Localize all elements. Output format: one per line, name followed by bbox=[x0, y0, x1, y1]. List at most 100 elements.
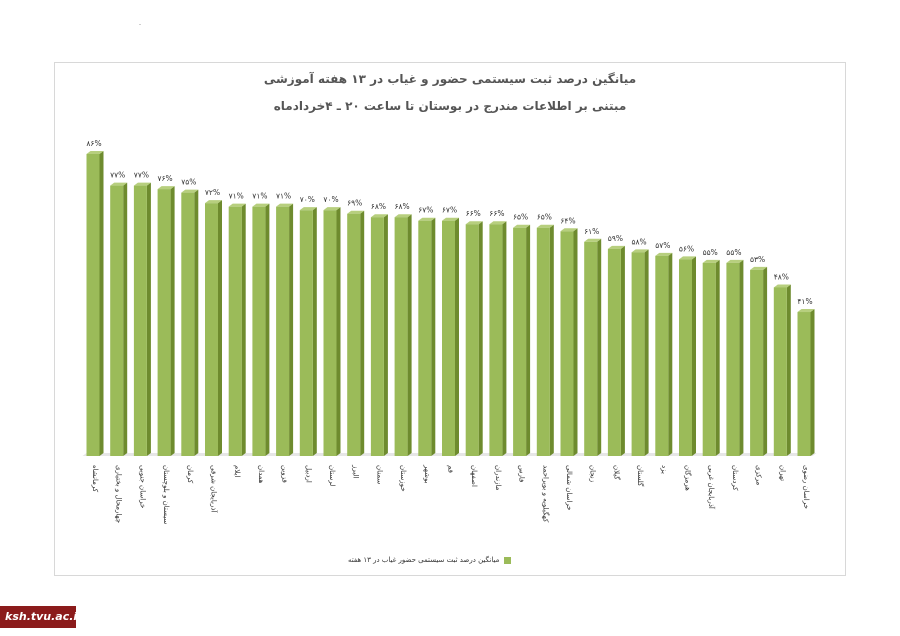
bar bbox=[86, 154, 100, 456]
stray-dot bbox=[139, 24, 141, 25]
category-label: کردستان bbox=[731, 465, 739, 491]
data-label: ۶۴% bbox=[560, 216, 575, 225]
bar-top bbox=[418, 217, 436, 221]
bar-side bbox=[360, 210, 365, 456]
bar-top bbox=[726, 259, 744, 263]
chart-subtitle: مبتنی بر اطلاعات مندرج در بوستان تا ساعت… bbox=[273, 99, 627, 113]
category-label: همدان bbox=[257, 465, 265, 484]
data-label: ۶۸% bbox=[371, 202, 386, 211]
bar-side bbox=[478, 221, 483, 456]
chart-legend: میانگین درصد ثبت سیستمی حضور غیاب در ۱۳ … bbox=[348, 553, 512, 567]
legend-swatch bbox=[504, 556, 512, 564]
bar bbox=[228, 206, 242, 456]
bar-side bbox=[218, 200, 222, 456]
bar-side bbox=[739, 259, 744, 456]
bar-side bbox=[123, 182, 128, 456]
bar bbox=[442, 220, 455, 456]
bar-side bbox=[383, 214, 388, 456]
data-label: ۷۱% bbox=[276, 192, 291, 201]
bar bbox=[252, 206, 266, 456]
bar-side bbox=[289, 203, 294, 456]
data-label: ۷۶% bbox=[158, 174, 173, 183]
data-label: ۷۱% bbox=[252, 192, 267, 201]
data-label: ۷۷% bbox=[134, 171, 149, 180]
bar-top bbox=[442, 217, 459, 221]
chart-title: میانگین درصد ثبت سیستمی حضور و غیاب در ۱… bbox=[263, 72, 637, 86]
data-label: ۵۵% bbox=[703, 248, 718, 257]
bar bbox=[584, 241, 598, 456]
data-label: ۷۱% bbox=[229, 192, 244, 201]
data-label: ۶۵% bbox=[537, 213, 552, 222]
bar-side bbox=[715, 259, 720, 456]
bar-top bbox=[181, 189, 199, 193]
bar-top bbox=[607, 245, 625, 249]
data-label: ۶۱% bbox=[584, 227, 599, 236]
data-label: ۶۷% bbox=[442, 206, 457, 215]
data-label: ۸۶% bbox=[86, 139, 101, 148]
bar bbox=[797, 312, 811, 456]
bar-top bbox=[560, 228, 578, 232]
bar-top bbox=[133, 182, 151, 186]
category-label: اصفهان bbox=[470, 465, 478, 487]
category-label: چهارمحال و بختیاری bbox=[115, 465, 123, 523]
category-label: خراسان شمالی bbox=[565, 465, 573, 511]
footer-banner[interactable]: ksh.tvu.ac.ir bbox=[0, 606, 83, 628]
category-label: سیستان و بلوچستان bbox=[162, 465, 170, 524]
category-label: البرز bbox=[352, 464, 360, 478]
bar-top bbox=[465, 221, 483, 225]
bar-top bbox=[655, 252, 673, 256]
category-label: کرمانشاه bbox=[91, 465, 99, 493]
category-label: قم bbox=[447, 465, 455, 473]
data-label: ۶۷% bbox=[418, 206, 433, 215]
bar-side bbox=[668, 252, 673, 456]
category-label: خوزستان bbox=[399, 465, 407, 492]
data-label: ۵۸% bbox=[632, 237, 647, 246]
bar bbox=[299, 210, 313, 456]
bar bbox=[347, 213, 361, 456]
bar bbox=[655, 255, 669, 456]
category-label: خراسان جنوبی bbox=[138, 465, 146, 508]
category-label: آذربایجان غربی bbox=[707, 465, 716, 510]
bar-side bbox=[620, 245, 625, 456]
bar-side bbox=[431, 217, 436, 456]
legend-label: میانگین درصد ثبت سیستمی حضور غیاب در ۱۳ … bbox=[348, 556, 500, 564]
bar-top bbox=[489, 221, 507, 225]
bar bbox=[394, 217, 408, 456]
bar-top bbox=[631, 249, 649, 253]
category-label: گلستان bbox=[636, 465, 645, 487]
bar-top bbox=[299, 207, 317, 211]
bar-top bbox=[323, 207, 341, 211]
bar-side bbox=[810, 309, 815, 456]
data-label: ۵۷% bbox=[655, 241, 670, 250]
bar-top bbox=[157, 186, 175, 190]
data-label: ۶۶% bbox=[466, 209, 481, 218]
category-label: آذربایجان شرقی bbox=[210, 465, 219, 513]
bar-top bbox=[347, 210, 365, 214]
data-label: ۴۸% bbox=[774, 272, 789, 281]
category-label: تهران bbox=[778, 465, 786, 481]
bar-side bbox=[336, 207, 341, 456]
bar-top bbox=[205, 200, 222, 204]
bar-side bbox=[786, 284, 791, 456]
bar bbox=[536, 227, 550, 456]
data-label: ۵۶% bbox=[679, 244, 694, 253]
bar-top bbox=[773, 284, 791, 288]
category-label: ایلام bbox=[233, 465, 241, 477]
data-label: ۶۸% bbox=[395, 202, 410, 211]
category-label: لرستان bbox=[328, 465, 336, 486]
bar-side bbox=[455, 217, 459, 456]
category-label: یزد bbox=[660, 465, 668, 474]
bar-top bbox=[679, 256, 696, 260]
category-label: مرکزی bbox=[755, 465, 763, 486]
bar-side bbox=[597, 238, 602, 456]
bar bbox=[750, 269, 764, 456]
bar-side bbox=[241, 203, 246, 456]
category-label: فارس bbox=[518, 465, 526, 482]
bar bbox=[465, 224, 479, 456]
bar bbox=[418, 220, 432, 456]
bar-top bbox=[86, 151, 104, 154]
bar bbox=[679, 259, 692, 456]
category-label: کهگیلویه و بویراحمد bbox=[541, 465, 550, 523]
category-label: هرمزگان bbox=[684, 465, 693, 491]
